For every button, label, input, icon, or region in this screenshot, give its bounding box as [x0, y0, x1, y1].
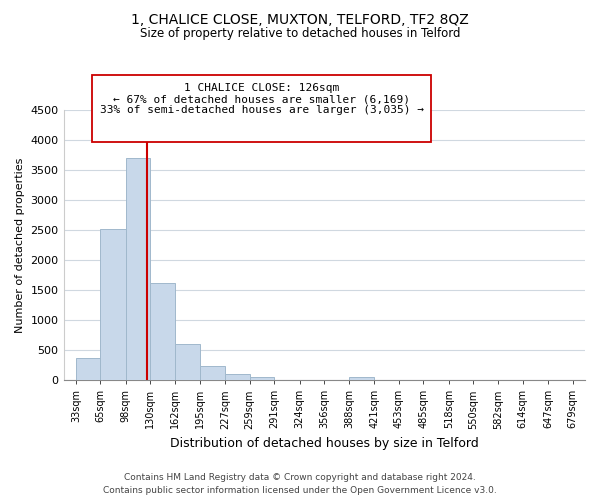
Bar [250, 377, 274, 380]
Bar [225, 374, 250, 380]
Text: Size of property relative to detached houses in Telford: Size of property relative to detached ho… [140, 28, 460, 40]
Bar [349, 377, 374, 380]
Bar [126, 158, 151, 380]
Bar [100, 228, 126, 380]
Text: 1, CHALICE CLOSE, MUXTON, TELFORD, TF2 8QZ: 1, CHALICE CLOSE, MUXTON, TELFORD, TF2 8… [131, 12, 469, 26]
FancyBboxPatch shape [92, 75, 431, 142]
Bar [175, 344, 200, 380]
Text: Contains HM Land Registry data © Crown copyright and database right 2024.
Contai: Contains HM Land Registry data © Crown c… [103, 474, 497, 495]
Text: 33% of semi-detached houses are larger (3,035) →: 33% of semi-detached houses are larger (… [100, 105, 424, 115]
Bar [151, 282, 175, 380]
Text: ← 67% of detached houses are smaller (6,169): ← 67% of detached houses are smaller (6,… [113, 94, 410, 104]
Bar [76, 358, 100, 380]
Text: 1 CHALICE CLOSE: 126sqm: 1 CHALICE CLOSE: 126sqm [184, 84, 340, 94]
X-axis label: Distribution of detached houses by size in Telford: Distribution of detached houses by size … [170, 437, 479, 450]
Y-axis label: Number of detached properties: Number of detached properties [15, 158, 25, 333]
Bar [200, 366, 225, 380]
